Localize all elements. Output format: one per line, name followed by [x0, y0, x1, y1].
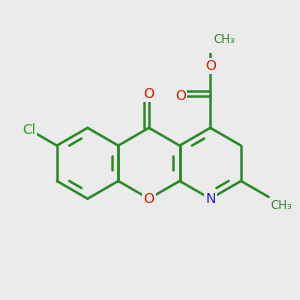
Text: CH₃: CH₃ [214, 33, 236, 46]
Text: Cl: Cl [22, 123, 36, 136]
Text: O: O [143, 192, 155, 206]
Text: O: O [175, 89, 186, 103]
Text: N: N [205, 192, 215, 206]
Text: CH₃: CH₃ [270, 199, 292, 212]
Text: O: O [205, 59, 216, 73]
Text: O: O [143, 87, 155, 101]
